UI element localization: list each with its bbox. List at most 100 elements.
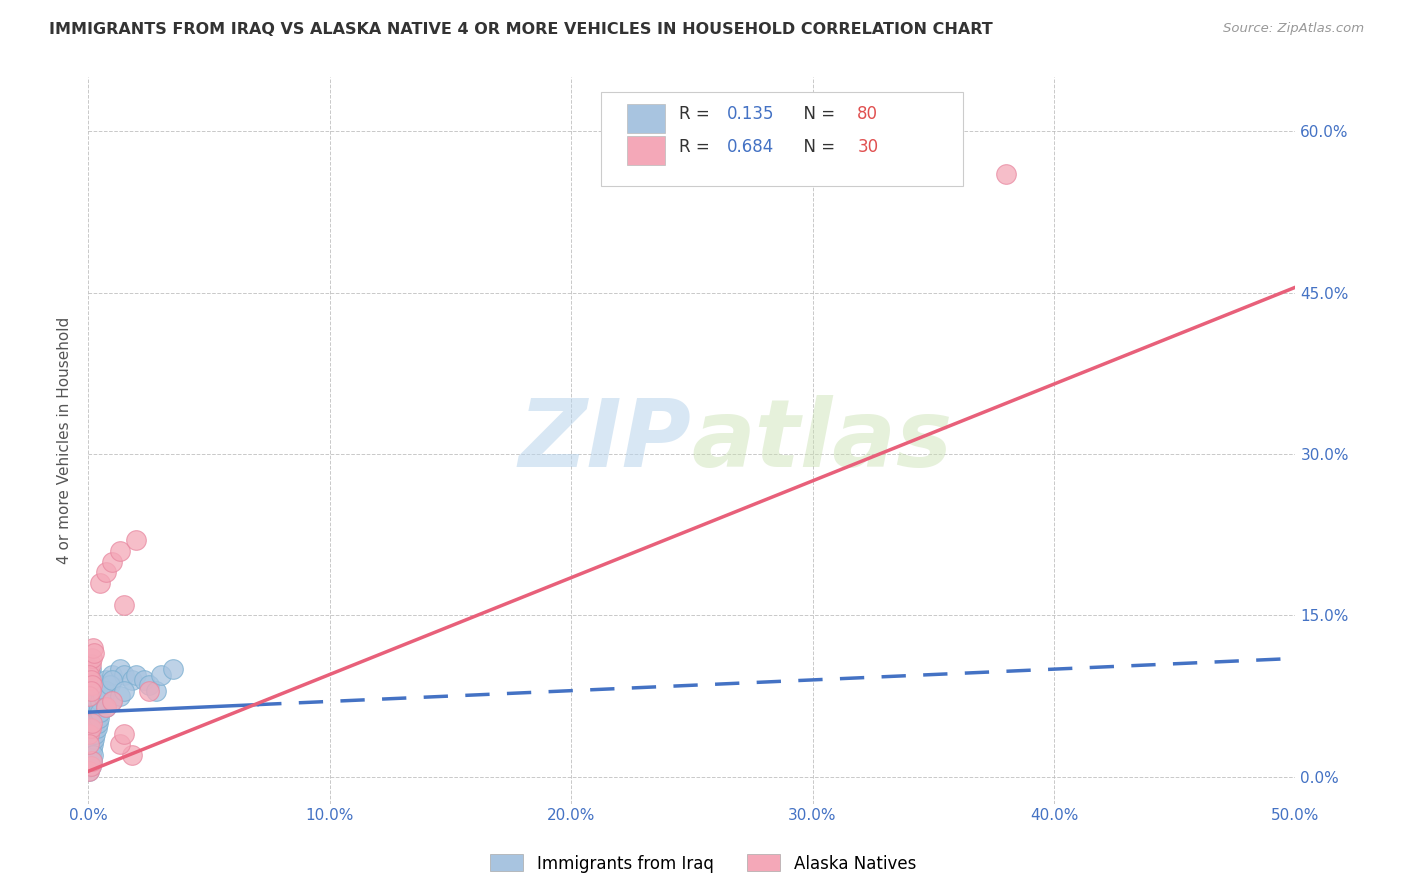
Point (83, 721, 105, 735)
Point (96, 566, 118, 580)
Point (80, 727, 103, 741)
Point (79, 721, 101, 735)
Point (138, 678, 160, 692)
Point (108, 738, 131, 752)
Point (84, 727, 107, 741)
Point (80, 715, 103, 730)
Point (101, 667, 124, 681)
Point (994, 167, 1017, 181)
Point (91, 689, 114, 703)
Point (80, 694, 103, 708)
Point (96, 699, 118, 714)
Text: IMMIGRANTS FROM IRAQ VS ALASKA NATIVE 4 OR MORE VEHICLES IN HOUSEHOLD CORRELATIO: IMMIGRANTS FROM IRAQ VS ALASKA NATIVE 4 … (49, 22, 993, 37)
Point (79, 715, 101, 730)
Point (79, 727, 101, 741)
Point (112, 683, 135, 698)
Point (149, 667, 172, 681)
Point (82, 710, 104, 724)
Point (125, 533, 148, 547)
Point (82, 727, 104, 741)
Point (87, 715, 110, 730)
Point (84, 710, 107, 724)
Point (80, 732, 103, 747)
Point (83, 646, 105, 660)
Point (96, 699, 118, 714)
Text: ZIP: ZIP (519, 394, 692, 486)
Point (89, 576, 111, 591)
Point (84, 705, 107, 719)
Point (79, 657, 101, 671)
Point (101, 694, 124, 708)
Point (82, 640, 104, 655)
Point (79, 727, 101, 741)
Point (80, 754, 103, 768)
Point (79, 673, 101, 687)
FancyBboxPatch shape (627, 136, 665, 165)
Point (79, 732, 101, 747)
Point (79, 748, 101, 763)
Point (86, 699, 108, 714)
Text: R =: R = (679, 138, 714, 156)
Point (82, 721, 104, 735)
Point (82, 689, 104, 703)
Point (125, 667, 148, 681)
Text: 80: 80 (858, 105, 879, 123)
Text: 30: 30 (858, 138, 879, 156)
Point (79, 743, 101, 757)
Point (83, 705, 105, 719)
Legend: Immigrants from Iraq, Alaska Natives: Immigrants from Iraq, Alaska Natives (484, 847, 922, 880)
Point (145, 683, 167, 698)
Point (79, 683, 101, 698)
Point (83, 694, 105, 708)
Point (96, 673, 118, 687)
Point (87, 705, 110, 719)
Point (79, 754, 101, 768)
Point (86, 710, 108, 724)
Point (84, 699, 107, 714)
Point (79, 721, 101, 735)
Point (79, 764, 101, 779)
Point (80, 651, 103, 665)
Text: N =: N = (793, 105, 841, 123)
Point (80, 754, 103, 768)
Point (79, 689, 101, 703)
Point (79, 689, 101, 703)
Point (98, 678, 121, 692)
Point (89, 678, 111, 692)
Point (112, 598, 135, 612)
Point (79, 667, 101, 681)
Text: N =: N = (793, 138, 841, 156)
Point (86, 694, 108, 708)
Point (79, 764, 101, 779)
Point (101, 694, 124, 708)
Point (82, 748, 104, 763)
Point (79, 738, 101, 752)
Point (79, 705, 101, 719)
Point (132, 673, 155, 687)
Point (87, 689, 110, 703)
Point (79, 738, 101, 752)
Point (79, 673, 101, 687)
Point (80, 710, 103, 724)
Point (89, 705, 111, 719)
Point (112, 667, 135, 681)
Point (82, 705, 104, 719)
Point (121, 748, 143, 763)
Point (79, 759, 101, 773)
FancyBboxPatch shape (602, 92, 963, 186)
Point (83, 715, 105, 730)
Point (79, 738, 101, 752)
Point (79, 759, 101, 773)
Point (84, 678, 107, 692)
Point (87, 699, 110, 714)
Point (80, 678, 103, 692)
Point (101, 673, 124, 687)
Point (87, 710, 110, 724)
Point (79, 662, 101, 676)
Point (82, 738, 104, 752)
Point (80, 743, 103, 757)
Text: Source: ZipAtlas.com: Source: ZipAtlas.com (1223, 22, 1364, 36)
Text: atlas: atlas (692, 394, 953, 486)
Point (83, 732, 105, 747)
Text: 0.684: 0.684 (727, 138, 775, 156)
